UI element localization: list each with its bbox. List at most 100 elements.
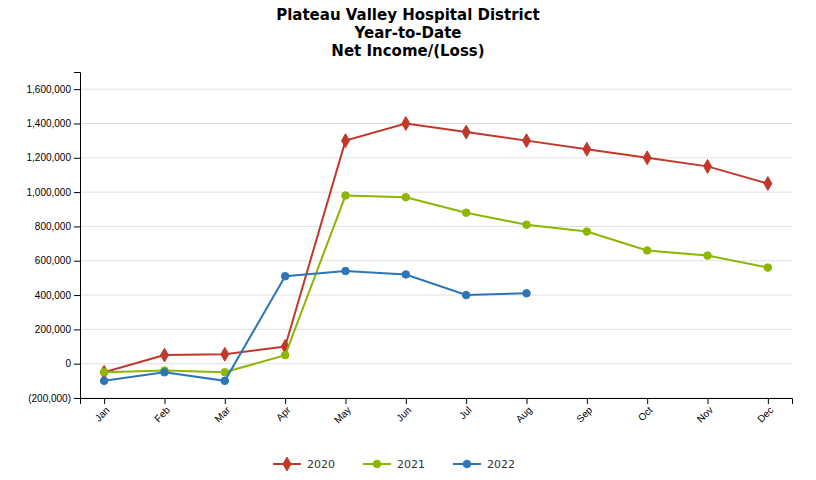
x-tick-mark <box>406 398 407 404</box>
series-point <box>704 159 712 173</box>
legend-item: 2022 <box>453 458 515 471</box>
series <box>100 117 772 380</box>
x-tick: Dec <box>755 398 775 425</box>
x-tick-mark <box>708 398 709 404</box>
grid-line <box>80 295 792 296</box>
series-point <box>161 368 169 376</box>
y-tick-mark <box>74 398 80 399</box>
legend-label: 2020 <box>307 458 335 471</box>
series-point <box>402 271 410 279</box>
y-tick: 1,200,000 <box>27 152 81 163</box>
legend: 2020 2021 2022 <box>273 457 515 471</box>
x-tick: Apr <box>274 398 293 423</box>
x-tick-label: May <box>332 404 353 425</box>
y-tick-label: 200,000 <box>35 324 72 335</box>
series-line <box>104 123 768 372</box>
series-point <box>342 267 350 275</box>
series-point <box>583 142 591 156</box>
grid-line <box>80 192 792 193</box>
x-tick-label: Dec <box>755 404 775 424</box>
y-tick: 1,000,000 <box>27 187 81 198</box>
x-tick-mark <box>647 398 648 404</box>
grid-line <box>80 329 792 330</box>
series <box>100 267 530 384</box>
series-point <box>704 252 712 260</box>
y-tick: 200,000 <box>35 324 80 335</box>
grid-line <box>80 363 792 364</box>
legend-item: 2021 <box>363 458 425 471</box>
y-tick: 600,000 <box>35 255 80 266</box>
y-tick-mark <box>74 364 80 365</box>
y-tick-mark <box>74 123 80 124</box>
y-tick-mark <box>74 226 80 227</box>
y-tick: (200,000) <box>28 393 80 404</box>
x-tick-mark <box>527 398 528 404</box>
legend-marker <box>463 460 471 468</box>
x-tick: Nov <box>695 398 715 425</box>
series-line <box>104 271 526 381</box>
y-axis-line <box>74 73 81 399</box>
y-tick: 800,000 <box>35 221 80 232</box>
plot-area: (200,000) 0 200,000 400,000 600,000 800,000 1,… <box>27 73 793 426</box>
y-tick: 1,600,000 <box>27 84 81 95</box>
series-point <box>462 209 470 217</box>
series-point <box>160 348 168 362</box>
title-line: Year-to-Date <box>353 24 461 42</box>
grid <box>80 89 792 398</box>
x-tick: Jun <box>394 398 413 424</box>
x-tick-label: Mar <box>212 404 232 424</box>
legend-marker <box>373 460 381 468</box>
series-point <box>764 177 772 191</box>
series-point <box>462 291 470 299</box>
series-point <box>523 134 531 148</box>
series-point <box>643 151 651 165</box>
x-tick-mark <box>345 398 346 404</box>
series-point <box>402 193 410 201</box>
legend-label: 2021 <box>397 458 425 471</box>
y-tick-label: 1,400,000 <box>27 118 72 129</box>
series-point <box>342 192 350 200</box>
x-tick: Mar <box>212 398 232 424</box>
x-tick: Sep <box>574 398 595 425</box>
y-tick-label: 1,200,000 <box>27 152 72 163</box>
x-tick-mark <box>768 398 769 404</box>
series-point <box>281 351 289 359</box>
x-tick-mark <box>164 398 165 404</box>
y-tick: 0 <box>65 358 80 369</box>
y-tick-mark <box>74 89 80 90</box>
x-tick-label: Apr <box>274 404 293 423</box>
x-tick-label: Jan <box>93 404 112 423</box>
x-tick-label: Oct <box>636 404 655 423</box>
series-point <box>342 134 350 148</box>
grid-line <box>80 123 792 124</box>
x-tick-mark <box>285 398 286 404</box>
series-point <box>402 117 410 131</box>
x-tick-label: Nov <box>695 404 715 424</box>
legend-label: 2022 <box>487 458 515 471</box>
x-tick-label: Jul <box>457 404 474 421</box>
y-tick-label: 1,000,000 <box>27 187 72 198</box>
x-axis-line <box>81 399 793 405</box>
title: Plateau Valley Hospital DistrictYear-to-… <box>276 6 540 60</box>
x-axis: Jan Feb Mar Apr May Jun Jul Aug Sep Oct Nov Dec <box>81 398 793 426</box>
title-line: Net Income/(Loss) <box>331 42 484 60</box>
y-tick-label: 400,000 <box>35 290 72 301</box>
grid-line <box>80 260 792 261</box>
x-tick: Oct <box>636 398 655 423</box>
y-tick-label: (200,000) <box>28 393 71 404</box>
series-point <box>643 247 651 255</box>
x-tick-label: Sep <box>574 404 595 425</box>
y-tick-mark <box>74 192 80 193</box>
series-point <box>221 377 229 385</box>
x-tick: May <box>332 398 353 426</box>
x-tick: Jul <box>457 398 474 421</box>
y-axis: (200,000) 0 200,000 400,000 600,000 800,000 1,… <box>27 73 81 404</box>
series-point <box>462 125 470 139</box>
series-point <box>100 377 108 385</box>
x-tick-label: Feb <box>152 404 172 424</box>
y-tick-label: 1,600,000 <box>27 84 72 95</box>
y-tick-mark <box>74 329 80 330</box>
x-tick-mark <box>104 398 105 404</box>
y-tick-mark <box>74 295 80 296</box>
x-tick-label: Aug <box>514 404 534 424</box>
